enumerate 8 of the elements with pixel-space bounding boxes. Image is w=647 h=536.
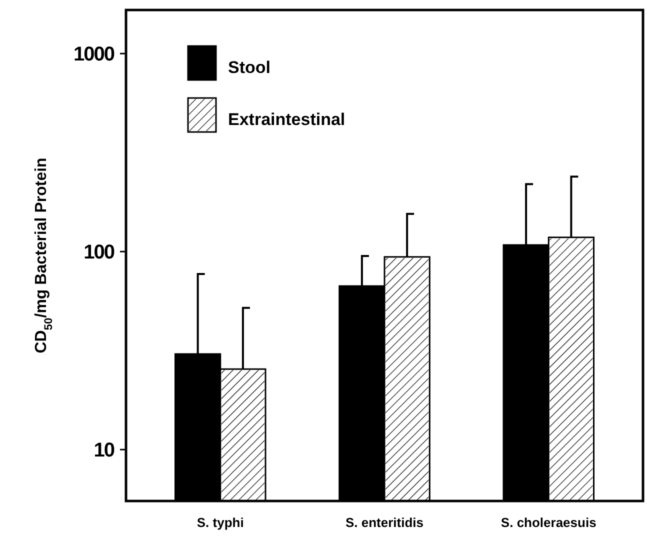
y-tick-label: 10 (94, 440, 115, 462)
legend-label: Stool (228, 58, 270, 77)
x-tick-label: S. typhi (196, 515, 244, 530)
x-tick-label: S. enteritidis (345, 515, 424, 530)
y-tick-label: 1000 (74, 44, 115, 66)
x-tick-label: S. choleraesuis (500, 515, 596, 530)
legend-label: Extraintestinal (228, 110, 346, 129)
y-tick-label: 100 (84, 242, 115, 264)
